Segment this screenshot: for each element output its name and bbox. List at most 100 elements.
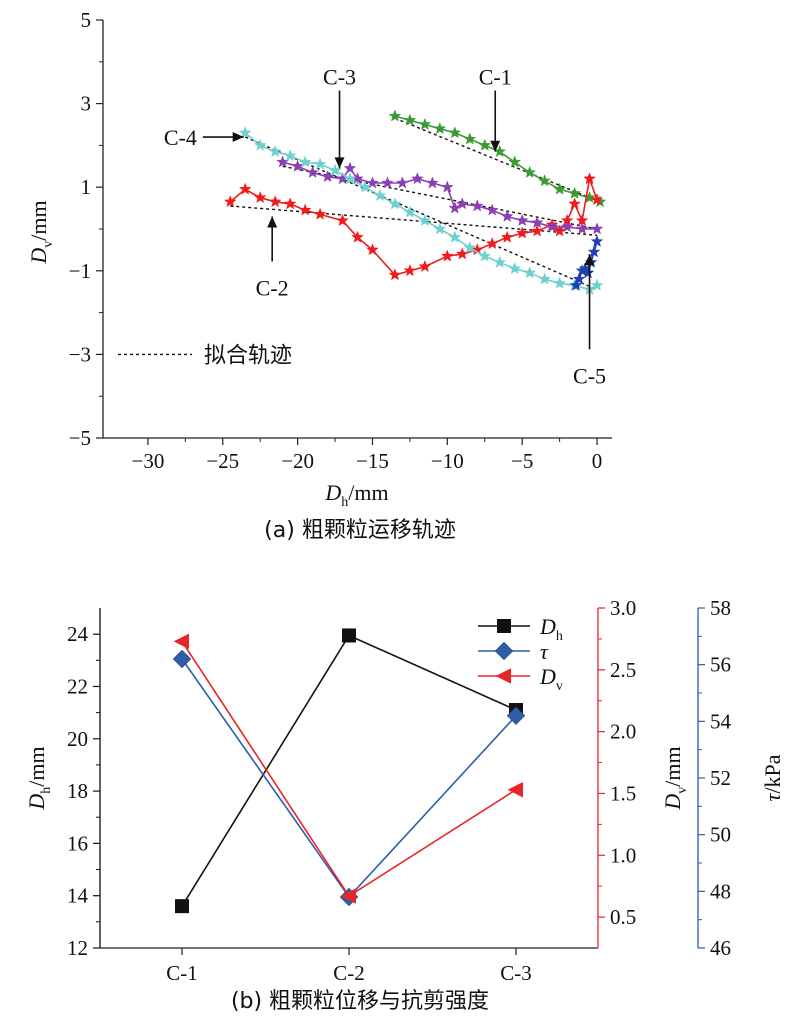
- annotation-label: C-5: [573, 363, 606, 388]
- legend-fit-line-label: 拟合轨迹: [204, 343, 292, 368]
- data-point-c-1: [388, 109, 402, 122]
- data-point-c-4: [553, 276, 566, 289]
- legend-label: τ: [540, 639, 549, 664]
- panel-b-caption: (b) 粗颗粒位移与抗剪强度: [231, 989, 489, 1014]
- data-point-c-2: [313, 207, 327, 220]
- panel-a-legend: 拟合轨迹: [118, 343, 292, 368]
- data-point-c-4: [343, 172, 357, 185]
- data-point-c-3: [276, 155, 290, 168]
- axis-label-symbol: D: [26, 248, 51, 265]
- legend-item-dv: Dv: [478, 664, 563, 694]
- data-point-c-4: [590, 278, 604, 291]
- y-tick-label: 5: [81, 8, 92, 32]
- data-point-c-4: [238, 126, 252, 139]
- data-point-c-4: [388, 197, 402, 210]
- series-c-3: [276, 155, 604, 235]
- data-point-c-3: [366, 176, 379, 189]
- data-point-c-4: [538, 272, 551, 285]
- fit-line-c-4: [244, 136, 598, 291]
- data-point-c-3: [411, 172, 424, 185]
- data-point-c-3: [343, 161, 357, 174]
- y-axis-label: Dv/mm: [26, 200, 56, 264]
- axis-label-unit: /mm: [24, 746, 49, 786]
- data-point-c-1: [403, 113, 417, 126]
- y-tick-label: −5: [69, 426, 91, 450]
- axis-label-symbol: D: [24, 794, 49, 811]
- legend-label-symbol: D: [539, 664, 556, 689]
- annotation-c-2: C-2: [256, 216, 289, 301]
- data-point-c-3: [560, 220, 574, 233]
- right-axis-dv-label: Dv/mm: [660, 746, 690, 810]
- data-point-c-3: [590, 222, 604, 235]
- annotation-arrow-head: [490, 140, 501, 152]
- data-point-c-2: [485, 236, 499, 250]
- axis-label-unit: /mm: [660, 746, 685, 786]
- data-point-c-4: [523, 266, 537, 279]
- series-dv: [173, 633, 523, 904]
- fit-line-c-1: [394, 117, 601, 203]
- data-point-c-4: [463, 241, 477, 254]
- data-point-dv: [173, 633, 189, 650]
- panel-a-caption: (a) 粗颗粒运移轨迹: [264, 518, 456, 543]
- right-axis-dv-tick-label: 2.5: [610, 658, 636, 682]
- data-point-c-3: [575, 222, 589, 235]
- data-point-c-4: [268, 144, 282, 158]
- data-point-c-3: [515, 213, 529, 227]
- legend-swatch-marker: [495, 668, 511, 684]
- annotation-arrow-head: [232, 132, 244, 142]
- data-point-dh: [175, 899, 189, 914]
- data-point-c-3: [396, 176, 409, 189]
- data-point-c-2: [223, 195, 237, 208]
- data-point-tau: [506, 706, 526, 725]
- y-tick-label: −1: [69, 259, 91, 283]
- data-point-c-3: [500, 209, 514, 222]
- x-axis-label: Dh/mm: [324, 480, 388, 510]
- data-point-c-3: [530, 215, 544, 229]
- data-point-dv: [340, 888, 356, 904]
- data-point-c-3: [306, 165, 319, 178]
- x-tick-label: C-2: [333, 961, 365, 985]
- data-point-c-4: [493, 255, 507, 268]
- right-axis-tau-tick-label: 52: [710, 766, 731, 790]
- annotation-c-3: C-3: [323, 65, 356, 169]
- axis-label-unit: /mm: [348, 480, 388, 505]
- data-point-c-4: [373, 188, 387, 201]
- annotation-c-1: C-1: [479, 65, 512, 152]
- axis-label-subscript: v: [675, 787, 690, 794]
- axis-label-unit: /kPa: [760, 754, 785, 793]
- left-axis-label: Dh/mm: [24, 746, 54, 810]
- data-point-c-2: [403, 264, 417, 277]
- annotation-c-4: C-4: [164, 125, 244, 150]
- axis-label-symbol: D: [660, 794, 685, 811]
- annotation-label: C-1: [479, 65, 512, 90]
- annotation-arrow-head: [267, 216, 278, 228]
- data-point-c-2: [583, 172, 596, 185]
- right-axis-dv-tick-label: 2.0: [610, 720, 636, 744]
- data-point-c-1: [418, 117, 432, 130]
- data-point-c-4: [328, 163, 342, 176]
- data-point-c-4: [508, 261, 522, 275]
- right-axis-dv-tick-label: 3.0: [610, 596, 636, 620]
- legend-item-dh: Dh: [478, 614, 563, 644]
- series-c-2: [223, 172, 604, 281]
- data-point-c-3: [321, 170, 334, 183]
- data-point-c-4: [448, 230, 462, 243]
- data-point-c-1: [523, 165, 537, 178]
- panel-a-plot-area: [223, 109, 607, 296]
- y-tick-label: 3: [81, 92, 92, 116]
- panel-b-displacement-strength-chart: C-1 C-2 C-3 12 14 16 18 20 22 24 Dh/mm 0.5 1.0 1.5 2.0…: [24, 596, 785, 1014]
- data-point-c-2: [418, 259, 432, 273]
- x-tick-label: C-3: [500, 961, 532, 985]
- left-axis-tick-label: 12: [67, 936, 88, 960]
- series-c-1: [388, 109, 607, 208]
- data-point-c-5: [590, 234, 604, 247]
- left-axis-tick-label: 16: [67, 831, 88, 855]
- data-point-c-4: [418, 213, 432, 227]
- series-line-dv: [181, 640, 517, 898]
- data-point-c-2: [268, 195, 282, 208]
- data-point-c-4: [253, 138, 267, 151]
- series-tau: [172, 649, 526, 907]
